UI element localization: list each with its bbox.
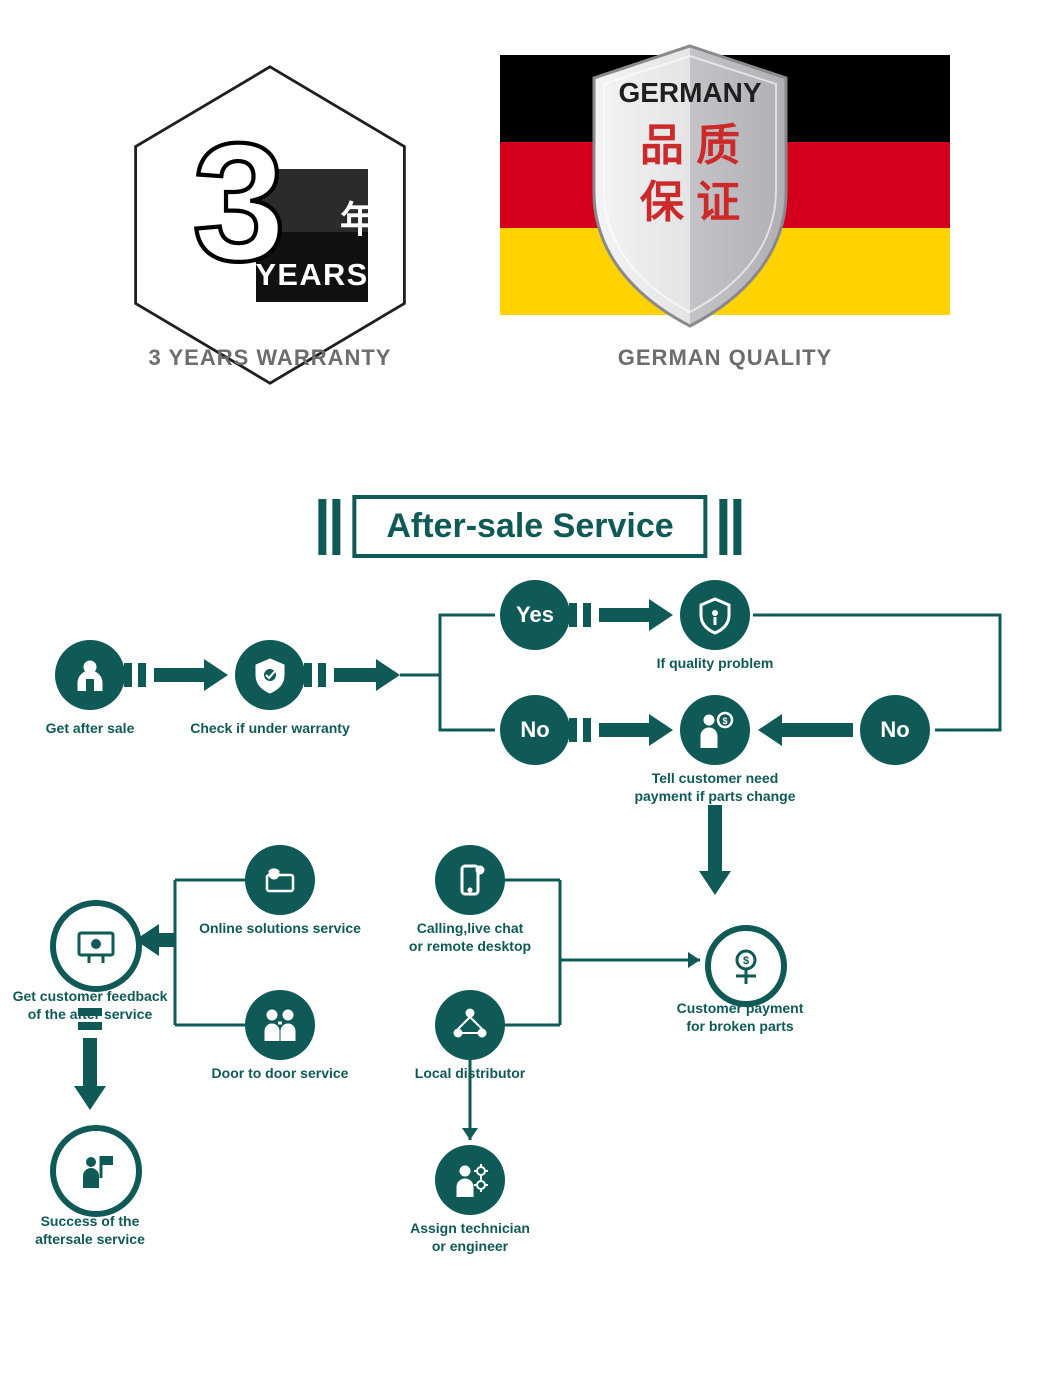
node-tell-label: Tell customer needpayment if parts chang… bbox=[620, 770, 810, 805]
node-tell: $ bbox=[680, 695, 750, 765]
node-no2: No bbox=[860, 695, 930, 765]
node-payment-label: Customer paymentfor broken parts bbox=[650, 1000, 830, 1035]
node-no: No bbox=[500, 695, 570, 765]
infographic-canvas: 3 年 YEARS 3 YEARS WARRANTY GERMANY 品 bbox=[0, 0, 1060, 1391]
svg-text:GERMANY: GERMANY bbox=[618, 77, 761, 108]
svg-text:年: 年 bbox=[340, 199, 376, 240]
node-quality-label: If quality problem bbox=[640, 655, 790, 673]
node-calling bbox=[435, 845, 505, 915]
node-door-label: Door to door service bbox=[195, 1065, 365, 1083]
banner-bar bbox=[734, 499, 742, 555]
banner-bar bbox=[332, 499, 340, 555]
node-calling-label: Calling,live chator remote desktop bbox=[385, 920, 555, 955]
svg-text:$: $ bbox=[743, 955, 749, 967]
banner-text: After-sale Service bbox=[352, 495, 707, 558]
node-feedback bbox=[50, 900, 142, 992]
quality-shield: GERMANY 品 质 保 证 bbox=[580, 42, 800, 332]
node-success-label: Success of theaftersale service bbox=[5, 1213, 175, 1248]
quality-caption: GERMAN QUALITY bbox=[540, 345, 910, 371]
node-assign-label: Assign technicianor engineer bbox=[385, 1220, 555, 1255]
node-local-label: Local distributor bbox=[385, 1065, 555, 1083]
banner-bar bbox=[318, 499, 326, 555]
node-check bbox=[235, 640, 305, 710]
node-success bbox=[50, 1125, 142, 1217]
svg-text:品 质: 品 质 bbox=[640, 121, 740, 170]
node-door bbox=[245, 990, 315, 1060]
node-get bbox=[55, 640, 125, 710]
node-assign bbox=[435, 1145, 505, 1215]
node-feedback-label: Get customer feedbackof the after servic… bbox=[5, 988, 175, 1023]
banner-bars-right bbox=[720, 499, 742, 555]
node-get-label: Get after sale bbox=[15, 720, 165, 738]
svg-text:保 证: 保 证 bbox=[640, 178, 740, 227]
section-banner: After-sale Service bbox=[318, 495, 741, 558]
svg-text:$: $ bbox=[722, 716, 727, 726]
svg-text:YEARS: YEARS bbox=[255, 257, 368, 292]
node-online bbox=[245, 845, 315, 915]
banner-bars-left bbox=[318, 499, 340, 555]
node-local bbox=[435, 990, 505, 1060]
node-yes: Yes bbox=[500, 580, 570, 650]
banner-bar bbox=[720, 499, 728, 555]
warranty-badge: 3 年 YEARS bbox=[130, 64, 410, 386]
node-payment: $ bbox=[705, 925, 787, 1007]
warranty-caption: 3 YEARS WARRANTY bbox=[100, 345, 440, 371]
node-quality bbox=[680, 580, 750, 650]
node-check-label: Check if under warranty bbox=[185, 720, 355, 738]
node-online-label: Online solutions service bbox=[195, 920, 365, 938]
